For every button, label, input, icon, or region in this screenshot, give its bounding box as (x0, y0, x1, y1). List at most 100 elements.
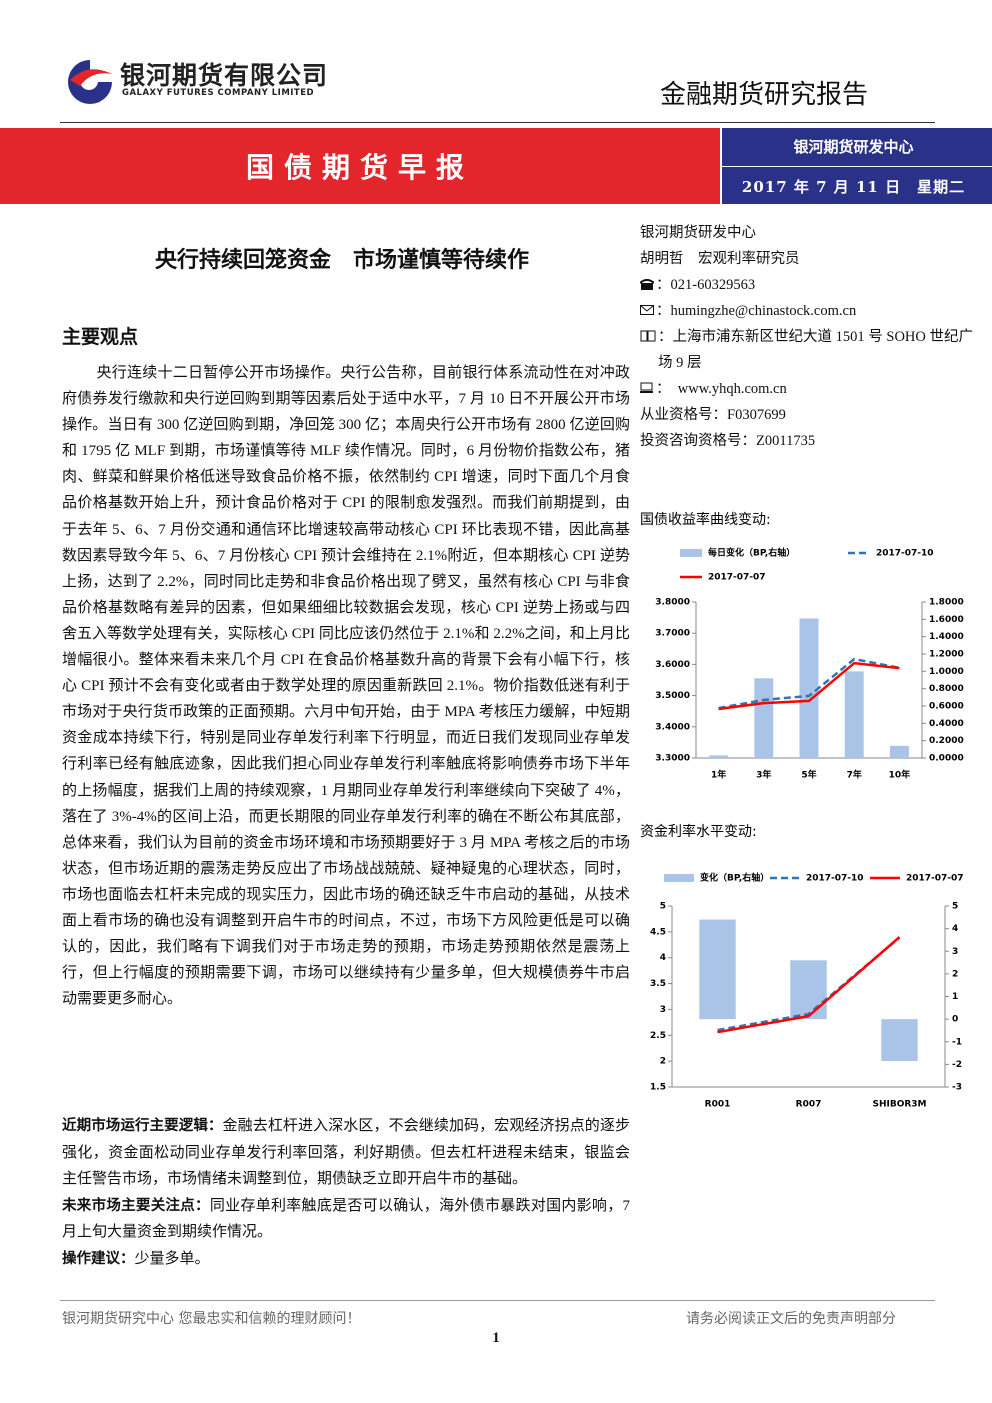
bar (709, 755, 729, 758)
contact: 银河期货研发中心 胡明哲 宏观利率研究员 ：021-60329563 ：humi… (640, 220, 985, 454)
y-tick-label: 3.4000 (655, 722, 690, 732)
rule (60, 122, 935, 123)
legend-label: 变化（BP,右轴） (700, 872, 769, 884)
y2-tick-label: 0.8000 (929, 684, 964, 694)
web-icon (640, 382, 653, 393)
contact-line: 投资咨询资格号：Z0011735 (640, 428, 985, 454)
bar (790, 960, 827, 1020)
point-text: 同业存单利率触底是否可以确认，海外债市暴跌对国内影响，7 月上旬大量资金到期续作… (62, 1197, 630, 1241)
banner (0, 128, 720, 204)
y-tick-label: 3.5 (650, 979, 666, 989)
analyst: 胡明哲 宏观利率研究员 (640, 251, 800, 267)
advisory-license: 投资咨询资格号：Z0011735 (640, 433, 816, 449)
y-tick-label: 3.5000 (655, 691, 690, 701)
x-tick-label: 3年 (756, 769, 771, 781)
point-text: 金融去杠杆进入深水区，不会继续加码，宏观经济拐点的逐步强化，资金面松动同业存单发… (62, 1118, 630, 1187)
legend-swatch (664, 874, 694, 882)
point: 未来市场主要关注点：同业存单利率触底是否可以确认，海外债市暴跌对国内影响，7 月… (62, 1193, 630, 1246)
y2-tick-label: 3 (952, 947, 958, 957)
y2-tick-label: 1.0000 (929, 667, 964, 677)
line (718, 657, 900, 710)
y-tick-label: 3 (660, 1005, 666, 1015)
bar (889, 745, 909, 758)
y2-tick-label: -3 (952, 1083, 962, 1093)
report-type: 金融期货研究报告 (660, 80, 869, 110)
report-date: 2017 年 7 月 11 日 星期二 (741, 178, 966, 196)
y2-tick-label: 0 (952, 1015, 958, 1025)
contact-line: ：021-60329563 (640, 272, 985, 298)
address: ：上海市浦东新区世纪大道 1501 号 SOHO 世纪广场 9 层 (658, 329, 973, 371)
phone-icon (640, 279, 654, 290)
company-name-en: GALAXY FUTURES COMPANY LIMITED (122, 88, 315, 98)
book-icon (640, 330, 656, 342)
y-tick-label: 1.5 (650, 1083, 666, 1093)
y-tick-label: 2 (660, 1057, 666, 1067)
logo (68, 60, 112, 104)
y2-tick-label: 1.6000 (929, 615, 964, 625)
line (717, 936, 901, 1034)
legend-label: 2017-07-07 (906, 874, 964, 884)
point-text: 少量多单。 (134, 1250, 210, 1267)
x-tick-label: 5年 (801, 769, 816, 781)
y-tick-label: 4 (660, 953, 666, 963)
bar (844, 671, 864, 758)
website: ： www.yhqh.com.cn (656, 381, 787, 397)
contact-line: ：humingzhe@chinastock.com.cn (640, 298, 985, 324)
y-tick-label: 3.6000 (655, 660, 690, 670)
legend-swatch (680, 549, 702, 557)
page-number: 1 (492, 1330, 500, 1346)
email: ：humingzhe@chinastock.com.cn (656, 303, 857, 319)
contact-line: 从业资格号：F0307699 (640, 402, 985, 428)
x-tick-label: R007 (796, 1100, 822, 1110)
line (717, 936, 901, 1032)
chart-title: 资金利率水平变动: (640, 823, 757, 840)
y2-tick-label: 0.2000 (929, 736, 964, 746)
chart-title: 国债收益率曲线变动: (640, 511, 771, 528)
contact-line: 胡明哲 宏观利率研究员 (640, 246, 985, 272)
legend-label: 2017-07-07 (708, 573, 766, 583)
x-tick-label: 7年 (847, 769, 862, 781)
line (718, 661, 900, 711)
y2-tick-label: 0.0000 (929, 754, 964, 764)
y-tick-label: 3.7000 (655, 629, 690, 639)
mail-icon (640, 305, 654, 315)
y2-tick-label: 1.2000 (929, 650, 964, 660)
y-tick-label: 3.8000 (655, 598, 690, 608)
x-tick-label: 10年 (889, 769, 911, 781)
contact-line: 银河期货研发中心 (640, 220, 985, 246)
y2-tick-label: 0.6000 (929, 702, 964, 712)
company-name: 银河期货有限公司 (120, 61, 329, 90)
y2-tick-label: 4 (952, 924, 958, 934)
footer-disclaimer: 请务必阅读正文后的免责声明部分 (686, 1311, 896, 1327)
contact-dept: 银河期货研发中心 (640, 225, 756, 241)
divider (722, 166, 992, 167)
y-tick-label: 5 (660, 902, 666, 912)
y2-tick-label: 1 (952, 992, 958, 1002)
y2-tick-label: -1 (952, 1037, 962, 1047)
footer-rule (60, 1300, 935, 1301)
y2-tick-label: 2 (952, 969, 958, 979)
legend-label: 2017-07-10 (876, 549, 934, 559)
y2-tick-label: 1.8000 (929, 598, 964, 608)
y-tick-label: 3.3000 (655, 754, 690, 764)
section-title: 主要观点 (62, 326, 139, 348)
point: 操作建议：少量多单。 (62, 1246, 630, 1273)
y-tick-label: 4.5 (650, 927, 666, 937)
banner-title: 国债期货早报 (245, 151, 474, 184)
bar (754, 678, 774, 758)
legend-label: 每日变化（BP,右轴） (708, 547, 795, 559)
footer-slogan: 银河期货研究中心 您最忠实和信赖的理财顾问！ (62, 1311, 361, 1327)
dept: 银河期货研发中心 (793, 138, 914, 156)
x-tick-label: R001 (705, 1100, 731, 1110)
x-tick-label: 1年 (711, 769, 726, 781)
point-label: 操作建议： (62, 1249, 135, 1267)
y-tick-label: 2.5 (650, 1031, 666, 1041)
contact-line: ：上海市浦东新区世纪大道 1501 号 SOHO 世纪广场 9 层 (640, 324, 985, 376)
bar (881, 1019, 918, 1061)
y2-tick-label: -2 (952, 1060, 962, 1070)
y2-tick-label: 1.4000 (929, 632, 964, 642)
report-title: 央行持续回笼资金 市场谨慎等待续作 (154, 247, 529, 273)
y2-tick-label: 5 (952, 902, 958, 912)
bar (799, 618, 819, 758)
